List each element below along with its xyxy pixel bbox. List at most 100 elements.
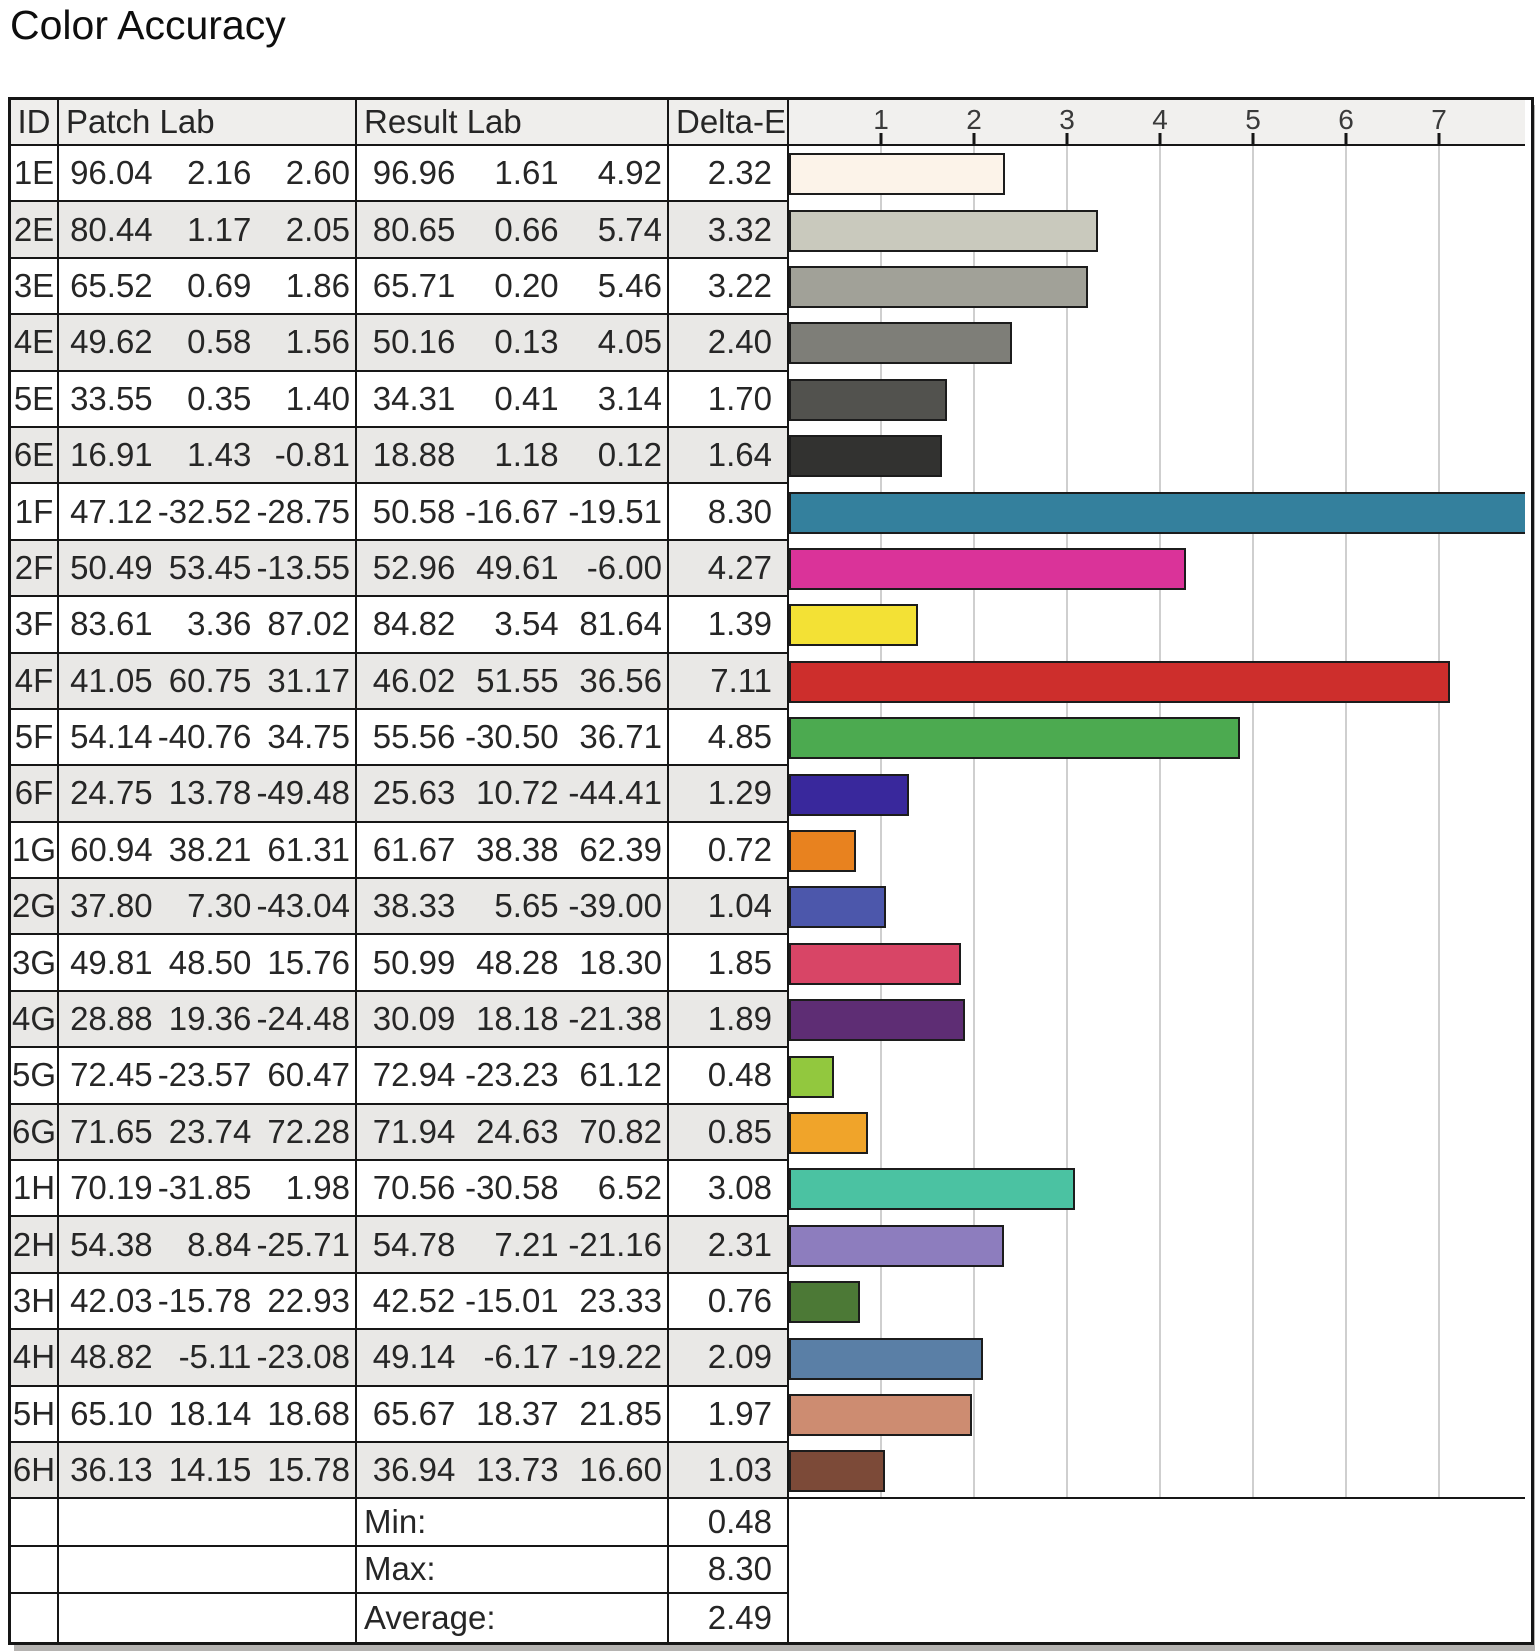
patch-lab-numbers: 49.62 0.58 1.56	[59, 323, 355, 361]
patch-lab-numbers: 65.10 18.14 18.68	[59, 1395, 355, 1433]
summary-empty-patch-cell	[59, 1546, 357, 1595]
lab-value: 33.55	[70, 379, 153, 417]
delta-e-bar	[789, 1055, 834, 1098]
result-lab-values: 55.56 -30.50 36.71	[357, 709, 669, 767]
patch-lab-values: 80.44 1.17 2.05	[59, 202, 357, 259]
lab-value: 72.45	[70, 1056, 153, 1094]
axis-tick-mark	[1158, 133, 1162, 144]
row-id: 3E	[11, 258, 59, 316]
lab-value: -15.01	[465, 1282, 559, 1319]
lab-value: 18.30	[579, 943, 662, 981]
result-lab-numbers: 25.63 10.72 -44.41	[357, 774, 667, 812]
result-lab-numbers: 65.67 18.37 21.85	[357, 1395, 667, 1433]
result-lab-values: 70.56 -30.58 6.52	[357, 1161, 669, 1218]
lab-value: -30.50	[465, 718, 559, 756]
result-lab-values: 84.82 3.54 81.64	[357, 597, 669, 654]
patch-lab-numbers: 54.14 -40.76 34.75	[59, 718, 355, 756]
lab-value: 0.20	[494, 266, 559, 304]
result-lab-values: 54.78 7.21 -21.16	[357, 1217, 669, 1274]
delta-e-bar	[789, 1281, 860, 1324]
lab-value: 53.45	[168, 548, 252, 586]
patch-lab-values: 70.19 -31.85 1.98	[59, 1161, 357, 1218]
delta-e-bar	[789, 153, 1005, 196]
patch-lab-numbers: 49.81 48.50 15.76	[59, 944, 355, 982]
patch-lab-numbers: 48.82 -5.11 -23.08	[59, 1338, 355, 1376]
patch-lab-values: 54.38 8.84 -25.71	[59, 1217, 357, 1274]
patch-lab-numbers: 71.65 23.74 72.28	[59, 1113, 355, 1151]
result-lab-numbers: 34.31 0.41 3.14	[357, 380, 667, 418]
delta-e-bar	[789, 1450, 885, 1493]
lab-value: 4.05	[597, 323, 662, 361]
lab-value: -24.48	[256, 1000, 351, 1038]
patch-lab-numbers: 96.04 2.16 2.60	[59, 154, 355, 192]
lab-value: 1.18	[494, 436, 559, 474]
axis-tick-label: 6	[1338, 104, 1354, 135]
result-lab-numbers: 55.56 -30.50 36.71	[357, 718, 667, 756]
lab-value: 0.69	[187, 266, 252, 304]
lab-value: 5.65	[494, 887, 559, 925]
summary-empty-id-cell	[11, 1499, 59, 1547]
lab-value: 50.58	[372, 492, 456, 530]
patch-lab-values: 54.14 -40.76 34.75	[59, 709, 357, 767]
patch-lab-numbers: 83.61 3.36 87.02	[59, 605, 355, 643]
lab-value: 81.64	[579, 605, 662, 643]
lab-value: -44.41	[568, 774, 662, 812]
summary-empty-patch-cell	[59, 1594, 357, 1642]
lab-value: 60.47	[267, 1056, 351, 1094]
chart-x-axis: 1 2 3 4 5 6 7	[789, 100, 1525, 146]
result-lab-numbers: 38.33 5.65 -39.00	[357, 887, 667, 925]
summary-value: 8.30	[669, 1546, 789, 1595]
lab-value: 18.68	[267, 1394, 351, 1432]
result-lab-numbers: 50.16 0.13 4.05	[357, 323, 667, 361]
patch-lab-values: 65.52 0.69 1.86	[59, 258, 357, 316]
result-lab-values: 50.58 -16.67 -19.51	[357, 484, 669, 541]
delta-e-bar	[789, 1112, 869, 1154]
lab-value: 0.13	[494, 323, 559, 361]
delta-e-value: 4.85	[669, 709, 789, 767]
row-id: 6G	[11, 1104, 59, 1162]
axis-tick-mark	[1344, 133, 1348, 144]
result-lab-numbers: 96.96 1.61 4.92	[357, 154, 667, 192]
patch-lab-numbers: 65.52 0.69 1.86	[59, 267, 355, 305]
result-lab-numbers: 46.02 51.55 36.56	[357, 662, 667, 700]
delta-e-bar	[789, 266, 1089, 308]
lab-value: 72.94	[372, 1056, 456, 1094]
delta-e-bar	[789, 491, 1525, 534]
patch-lab-numbers: 42.03 -15.78 22.93	[59, 1282, 355, 1320]
axis-tick-label: 5	[1245, 104, 1261, 135]
lab-value: 5.46	[597, 266, 662, 304]
lab-value: 25.63	[372, 774, 456, 812]
row-id: 2H	[11, 1217, 59, 1274]
lab-value: -49.48	[256, 774, 351, 812]
lab-value: 7.21	[494, 1225, 559, 1263]
result-lab-values: 50.99 48.28 18.30	[357, 935, 669, 992]
lab-value: -30.58	[465, 1169, 559, 1207]
axis-tick-label: 2	[966, 104, 982, 135]
delta-e-bar	[789, 660, 1451, 703]
delta-e-bar	[789, 322, 1013, 365]
lab-value: 4.92	[597, 154, 662, 192]
delta-e-value: 2.40	[669, 315, 789, 372]
result-lab-values: 25.63 10.72 -44.41	[357, 766, 669, 823]
row-id: 3F	[11, 597, 59, 654]
lab-value: -19.22	[568, 1338, 662, 1376]
axis-tick-label: 1	[873, 104, 889, 135]
lab-value: 3.36	[187, 605, 252, 643]
lab-value: 50.16	[372, 323, 456, 361]
lab-value: -23.57	[157, 1056, 252, 1094]
lab-value: -32.52	[157, 492, 252, 530]
row-id: 6E	[11, 427, 59, 485]
lab-value: -23.23	[465, 1056, 559, 1094]
lab-value: -13.55	[256, 548, 351, 586]
lab-value: 52.96	[372, 548, 456, 586]
lab-value: 23.74	[168, 1112, 252, 1150]
lab-value: 22.93	[267, 1282, 351, 1319]
delta-e-value: 2.31	[669, 1217, 789, 1274]
result-lab-numbers: 54.78 7.21 -21.16	[357, 1226, 667, 1264]
lab-value: 71.65	[70, 1112, 153, 1150]
patch-lab-values: 33.55 0.35 1.40	[59, 371, 357, 428]
lab-value: 0.66	[494, 210, 559, 248]
lab-value: 83.61	[70, 605, 153, 643]
result-lab-numbers: 42.52 -15.01 23.33	[357, 1282, 667, 1320]
delta-e-bar	[789, 548, 1187, 590]
